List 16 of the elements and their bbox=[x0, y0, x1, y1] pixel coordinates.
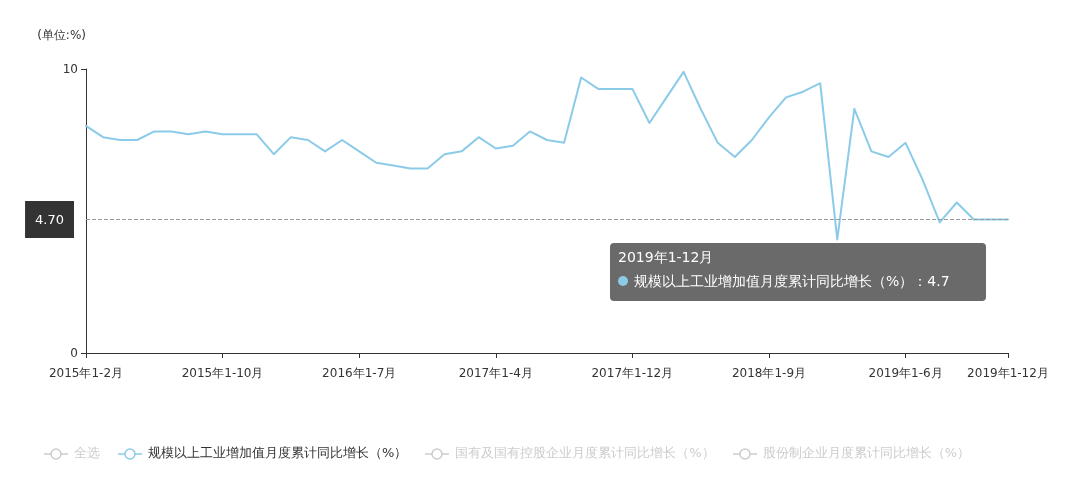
x-tick-label: 2019年1-12月 bbox=[967, 366, 1049, 380]
x-tick-label: 2019年1-6月 bbox=[868, 366, 943, 380]
x-tick-label: 2018年1-9月 bbox=[731, 366, 807, 380]
ref-line-label: 4.70 bbox=[35, 212, 64, 228]
annotation: 规模以上工业增加值月度累计同比增长（%）：4.7 bbox=[633, 273, 951, 291]
legend-label: 规模以上工业增加值月度累计同比增长（%） bbox=[147, 444, 408, 462]
y-tick-label: 0 bbox=[70, 346, 78, 360]
line-series bbox=[85, 70, 1009, 241]
annotation: 2019年1-12月 bbox=[618, 249, 715, 267]
x-tick-label: 2017年1-4月 bbox=[458, 366, 533, 380]
x-tick-label: 2017年1-12月 bbox=[591, 366, 674, 380]
y-tick-label: 10 bbox=[62, 62, 78, 76]
x-tick-label: 2015年1-10月 bbox=[181, 366, 264, 380]
x-tick-label: 2015年1-2月 bbox=[48, 366, 124, 380]
x-tick-label: 2016年1-7月 bbox=[322, 366, 397, 380]
y-axis-title: (单位:%) bbox=[37, 28, 86, 42]
